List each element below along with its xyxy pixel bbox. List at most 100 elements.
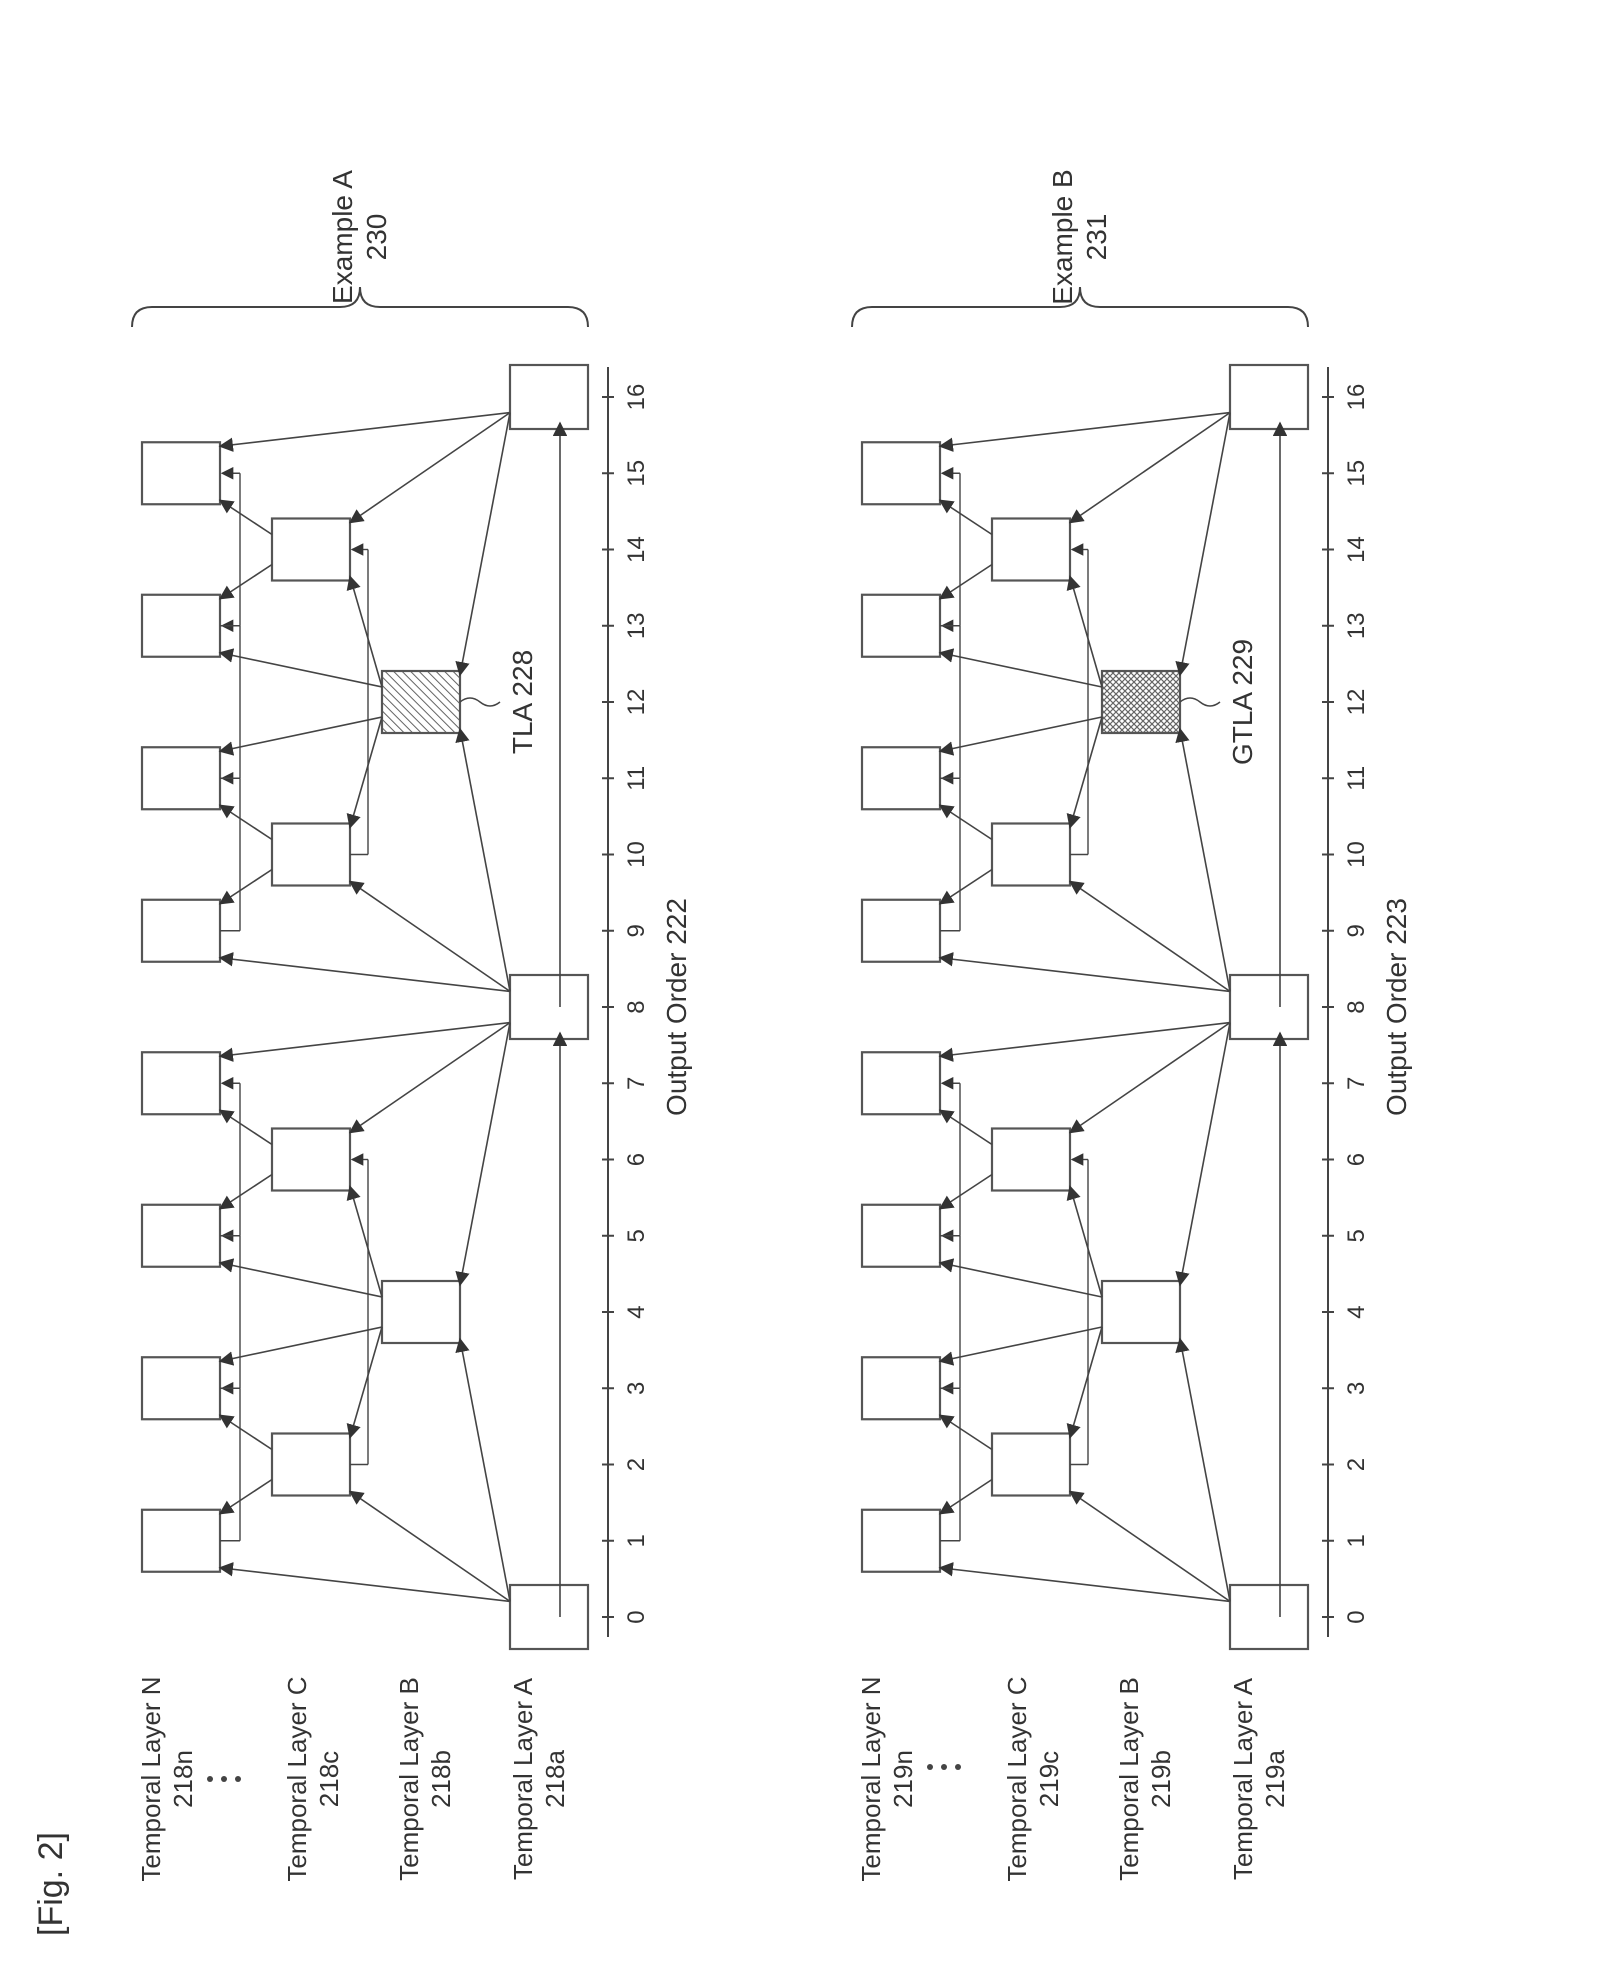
example-brace	[131, 286, 589, 328]
layer-ref-b: 219b	[1146, 1750, 1176, 1808]
reference-arrow	[218, 952, 511, 993]
example-ref: 231	[1081, 214, 1112, 261]
frame-box-c-2	[270, 1432, 352, 1497]
frame-box-n-5	[140, 1203, 222, 1268]
callout-label: TLA 228	[507, 650, 538, 754]
layer-label-a: Temporal Layer A	[1228, 1677, 1258, 1880]
reference-arrow	[938, 1478, 993, 1515]
axis-tick-label: 14	[623, 536, 650, 563]
frame-box-n-3	[140, 1356, 222, 1421]
reference-arrow	[938, 1109, 993, 1146]
frame-box-c-14	[990, 517, 1072, 582]
axis-tick-label: 5	[1343, 1229, 1370, 1242]
reference-arrow	[1066, 716, 1103, 829]
reference-arrow	[1175, 727, 1231, 992]
reference-arrow	[218, 648, 383, 688]
reference-arrow	[218, 1021, 511, 1062]
layer-label-c: Temporal Layer C	[1002, 1676, 1032, 1881]
frame-box-b-12	[380, 669, 462, 735]
reference-arrow	[1066, 1326, 1103, 1439]
reference-arrow	[346, 1326, 383, 1439]
figure-label: [Fig. 2]	[32, 1832, 70, 1936]
reference-arrow	[346, 575, 383, 688]
example-title: Example B	[1047, 169, 1078, 304]
layer-ref-c: 218c	[314, 1751, 344, 1807]
reference-arrow	[938, 868, 993, 905]
axis-tick-label: 0	[623, 1610, 650, 1623]
axis-tick-label: 12	[1343, 689, 1370, 716]
axis-tick-label: 5	[623, 1229, 650, 1242]
axis-tick-label: 10	[623, 841, 650, 868]
axis-tick-label: 9	[623, 924, 650, 937]
reference-arrow	[348, 1021, 511, 1134]
reference-arrow	[938, 1414, 993, 1451]
reference-arrow	[1175, 1022, 1231, 1287]
reference-arrow	[455, 1337, 511, 1602]
frame-box-n-3	[860, 1356, 942, 1421]
reference-arrow	[938, 499, 993, 536]
frame-box-a-8	[508, 973, 590, 1041]
frame-box-n-1	[860, 1508, 942, 1573]
frame-box-n-1	[140, 1508, 222, 1573]
layer-label-b: Temporal Layer B	[1114, 1677, 1144, 1881]
frame-box-c-14	[270, 517, 352, 582]
axis-label: Output Order 223	[1381, 898, 1412, 1116]
callout-label: GTLA 229	[1227, 639, 1258, 765]
frame-box-n-7	[860, 1051, 942, 1116]
axis-tick-label: 16	[1343, 384, 1370, 411]
reference-arrow	[938, 411, 1231, 452]
axis-tick-label: 7	[623, 1077, 650, 1090]
frame-box-c-6	[270, 1127, 352, 1192]
frame-box-n-11	[860, 746, 942, 811]
reference-arrow	[348, 880, 511, 993]
reference-arrow	[346, 1185, 383, 1298]
reference-arrow	[218, 1414, 273, 1451]
frame-box-b-4	[380, 1279, 462, 1345]
layer-label-n: Temporal Layer N	[136, 1676, 166, 1881]
callout-leader	[1179, 697, 1221, 707]
layer-label-n: Temporal Layer N	[856, 1676, 886, 1881]
reference-arrow	[218, 563, 273, 600]
axis-tick-label: 11	[1343, 766, 1370, 791]
reference-arrow	[218, 411, 511, 452]
frame-box-a-16	[508, 363, 590, 431]
axis-tick-label: 3	[623, 1382, 650, 1395]
layer-ellipsis	[927, 1764, 961, 1770]
axis-tick-label: 4	[1343, 1305, 1370, 1318]
frame-box-n-5	[860, 1203, 942, 1268]
frame-box-n-11	[140, 746, 222, 811]
frame-box-n-9	[860, 898, 942, 963]
axis-tick-label: 9	[1343, 924, 1370, 937]
frame-box-a-0	[508, 1583, 590, 1651]
axis-tick-label: 11	[623, 766, 650, 791]
reference-arrow	[938, 1258, 1103, 1298]
axis-tick-label: 2	[623, 1458, 650, 1471]
reference-arrow	[455, 1022, 511, 1287]
axis-tick-label: 4	[623, 1305, 650, 1318]
frame-box-n-15	[860, 441, 942, 506]
reference-arrow	[938, 648, 1103, 688]
frame-box-c-10	[990, 822, 1072, 887]
reference-arrow	[938, 1021, 1231, 1062]
reference-arrow	[1068, 1490, 1231, 1603]
layer-label-a: Temporal Layer A	[508, 1677, 538, 1880]
axis-tick-label: 15	[1343, 460, 1370, 487]
frame-box-a-0	[1228, 1583, 1310, 1651]
layer-ref-b: 218b	[426, 1750, 456, 1808]
frame-box-c-2	[990, 1432, 1072, 1497]
reference-arrow	[218, 868, 273, 905]
axis-tick-label: 2	[1343, 1458, 1370, 1471]
reference-arrow	[1066, 1185, 1103, 1298]
frame-box-n-15	[140, 441, 222, 506]
reference-arrow	[938, 563, 993, 600]
layer-ref-n: 219n	[888, 1750, 918, 1808]
axis-tick-label: 6	[623, 1153, 650, 1166]
reference-arrow	[938, 1326, 1103, 1366]
axis-label: Output Order 222	[661, 898, 692, 1116]
frame-box-n-9	[140, 898, 222, 963]
axis-tick-label: 12	[623, 689, 650, 716]
axis-tick-label: 13	[1343, 612, 1370, 639]
reference-arrow	[218, 1562, 511, 1603]
